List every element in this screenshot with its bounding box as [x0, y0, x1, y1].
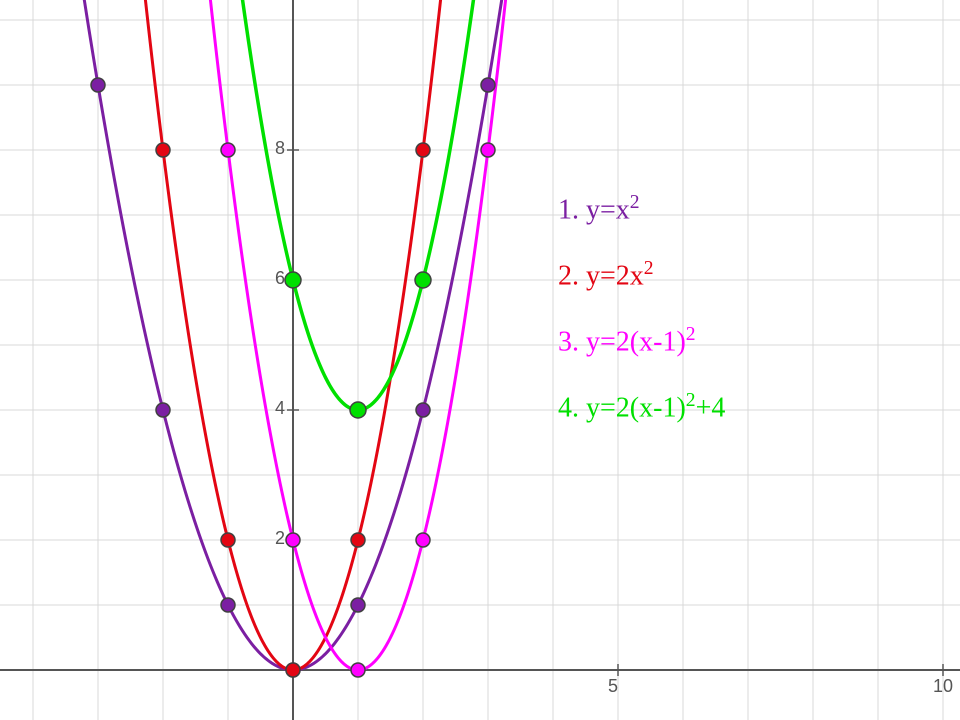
x-tick-label: 10 [933, 676, 953, 697]
marker-magenta [481, 143, 495, 157]
marker-green [415, 272, 431, 288]
y-tick-label: 8 [275, 138, 285, 159]
legend-pre: y=x [586, 194, 630, 225]
y-tick-label: 6 [275, 268, 285, 289]
marker-purple [481, 78, 495, 92]
legend-item: 2. y=2x2 [558, 258, 654, 292]
legend-num: 4. [558, 392, 586, 423]
parabola-plot [0, 0, 960, 720]
legend-sup: 2 [630, 192, 640, 213]
legend-sup: 2 [686, 390, 696, 411]
marker-purple [156, 403, 170, 417]
legend-item: 1. y=x2 [558, 192, 640, 226]
marker-magenta [286, 533, 300, 547]
marker-magenta [221, 143, 235, 157]
legend-pre: y=2x [586, 260, 644, 291]
y-tick-label: 2 [275, 528, 285, 549]
y-tick-label: 4 [275, 398, 285, 419]
marker-purple [91, 78, 105, 92]
marker-red [221, 533, 235, 547]
marker-purple [351, 598, 365, 612]
marker-magenta [416, 533, 430, 547]
legend-pre: y=2(x-1) [586, 326, 686, 357]
marker-green [285, 272, 301, 288]
marker-red [416, 143, 430, 157]
x-tick-label: 5 [608, 676, 618, 697]
legend-item: 3. y=2(x-1)2 [558, 324, 696, 358]
marker-magenta [351, 663, 365, 677]
legend-num: 2. [558, 260, 586, 291]
legend-post: +4 [696, 392, 726, 423]
legend-num: 3. [558, 326, 586, 357]
legend-item: 4. y=2(x-1)2+4 [558, 390, 725, 424]
marker-green [350, 402, 366, 418]
marker-red [351, 533, 365, 547]
legend-num: 1. [558, 194, 586, 225]
legend-sup: 2 [686, 324, 696, 345]
legend-pre: y=2(x-1) [586, 392, 686, 423]
marker-red [286, 663, 300, 677]
marker-purple [221, 598, 235, 612]
marker-purple [416, 403, 430, 417]
legend-sup: 2 [644, 258, 654, 279]
marker-red [156, 143, 170, 157]
